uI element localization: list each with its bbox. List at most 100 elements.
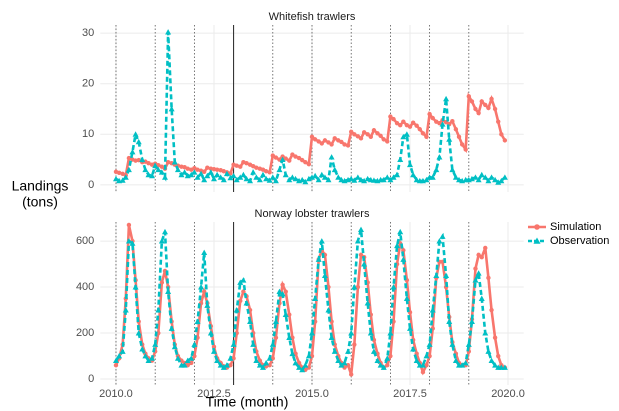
data-point: [475, 176, 482, 183]
data-point: [401, 248, 406, 253]
data-point: [485, 348, 492, 354]
data-point: [296, 155, 302, 161]
data-point: [283, 289, 288, 294]
y-tick-label: 30: [82, 27, 94, 39]
data-point: [398, 123, 403, 128]
data-point: [326, 140, 331, 145]
data-point: [112, 357, 119, 364]
x-tick-label: 2012.5: [197, 388, 231, 400]
data-point: [473, 266, 478, 271]
data-point: [351, 284, 358, 290]
data-point: [468, 175, 475, 182]
data-point: [429, 307, 436, 313]
data-point: [401, 119, 406, 124]
data-point: [259, 364, 266, 370]
data-point: [436, 154, 443, 160]
data-point: [296, 364, 303, 370]
data-point: [329, 142, 334, 147]
data-point: [410, 346, 417, 352]
data-point: [452, 174, 459, 180]
data-point: [423, 353, 430, 359]
data-point: [188, 355, 195, 361]
data-point: [328, 334, 335, 341]
data-point: [139, 346, 146, 352]
data-point: [253, 174, 260, 180]
data-point: [496, 119, 501, 124]
x-tick-label: 2017.5: [393, 388, 427, 400]
data-point: [142, 166, 149, 173]
data-point: [273, 335, 279, 340]
data-point: [302, 178, 309, 185]
data-point: [305, 175, 312, 182]
data-point: [391, 116, 396, 122]
data-point: [502, 138, 508, 143]
data-point: [290, 152, 295, 157]
data-point: [269, 341, 276, 347]
data-point: [299, 176, 306, 183]
data-point: [449, 166, 456, 173]
data-point: [191, 169, 198, 175]
data-point: [349, 372, 354, 377]
data-point: [331, 348, 338, 354]
data-point: [201, 249, 208, 255]
data-point: [414, 123, 419, 128]
data-point: [312, 295, 319, 301]
data-point: [139, 156, 146, 163]
data-point: [339, 139, 344, 145]
data-point: [475, 270, 482, 276]
data-point: [407, 161, 414, 168]
data-point: [171, 343, 178, 350]
data-point: [189, 360, 194, 366]
data-point: [463, 147, 468, 152]
data-point: [492, 335, 498, 340]
data-point: [201, 169, 207, 174]
data-point: [289, 174, 296, 180]
data-point: [492, 106, 498, 112]
data-point: [292, 175, 299, 182]
data-point: [119, 177, 126, 183]
data-point: [358, 226, 365, 232]
data-point: [315, 176, 322, 183]
data-point: [113, 363, 119, 368]
data-point: [407, 124, 413, 129]
data-point: [228, 171, 233, 176]
data-point: [489, 307, 494, 313]
data-point: [354, 174, 361, 180]
data-point: [238, 298, 243, 304]
data-point: [443, 272, 450, 278]
data-point: [476, 252, 481, 258]
data-point: [126, 222, 132, 228]
data-point: [321, 174, 328, 180]
data-point: [240, 171, 247, 178]
data-point: [501, 174, 508, 180]
data-point: [205, 165, 210, 170]
data-point: [482, 174, 489, 180]
data-point: [332, 136, 337, 141]
data-point: [341, 359, 348, 366]
data-point: [287, 312, 292, 317]
data-point: [433, 272, 440, 278]
data-point: [446, 136, 453, 142]
data-point: [194, 318, 201, 324]
data-point: [181, 169, 188, 175]
data-point: [378, 133, 383, 139]
x-tick-label: 2010.0: [99, 388, 133, 400]
y-tick-label: 0: [88, 373, 94, 385]
data-point: [354, 238, 361, 244]
data-point: [266, 177, 273, 183]
y-tick-label: 200: [76, 327, 94, 339]
data-point: [158, 238, 165, 244]
data-point: [345, 348, 352, 354]
data-point: [397, 156, 404, 163]
data-point: [129, 240, 136, 246]
data-point: [397, 228, 404, 235]
data-point: [293, 154, 298, 159]
data-point: [132, 131, 139, 137]
x-tick-label: 2020.0: [491, 388, 525, 400]
data-point: [419, 362, 426, 368]
data-point: [299, 157, 305, 163]
data-point: [453, 127, 459, 132]
data-point: [358, 252, 364, 258]
data-point: [279, 290, 286, 297]
data-point: [380, 176, 387, 183]
